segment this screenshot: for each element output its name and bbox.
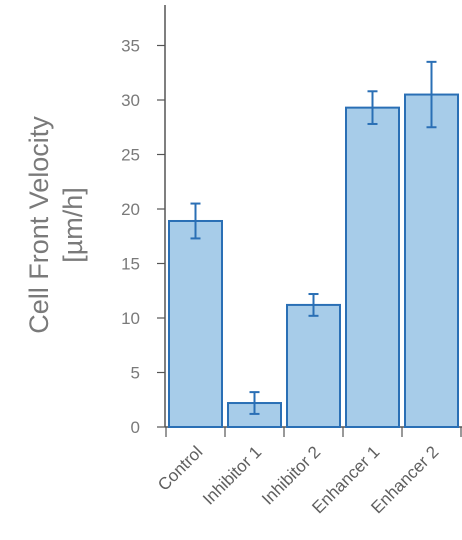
y-tick-label: 15 xyxy=(121,255,140,274)
y-axis-label-line-2: [µm/h] xyxy=(58,187,88,263)
x-tick-label: Control xyxy=(154,442,206,494)
bar xyxy=(286,303,341,429)
bar xyxy=(345,106,400,428)
y-axis-label-line-1: Cell Front Velocity xyxy=(24,116,54,334)
y-tick-label: 5 xyxy=(131,364,140,383)
y-tick-label: 25 xyxy=(121,146,140,165)
x-tick-label: Inhibitor 1 xyxy=(199,442,265,508)
bar xyxy=(168,219,223,428)
y-tick-label: 20 xyxy=(121,200,140,219)
y-tick-label: 30 xyxy=(121,91,140,110)
bar xyxy=(404,93,459,429)
y-tick-label: 0 xyxy=(131,418,140,437)
y-tick-label: 10 xyxy=(121,309,140,328)
y-tick-label: 35 xyxy=(121,37,140,56)
